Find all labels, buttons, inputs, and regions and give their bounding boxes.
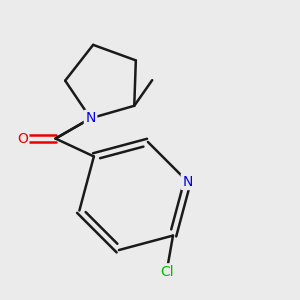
Text: Cl: Cl xyxy=(160,265,173,279)
Text: N: N xyxy=(85,111,96,125)
Text: N: N xyxy=(182,175,193,188)
Text: O: O xyxy=(17,132,28,145)
